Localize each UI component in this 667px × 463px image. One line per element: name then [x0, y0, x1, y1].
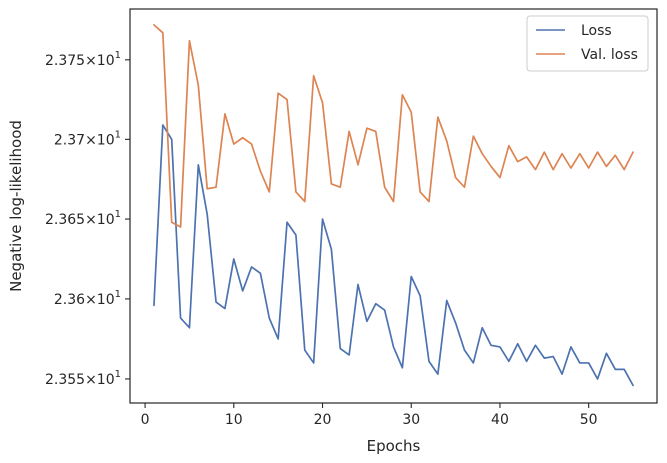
- legend-label-val-loss: Val. loss: [581, 47, 638, 63]
- y-tick-label: 2.36×101: [54, 289, 121, 308]
- y-tick-label: 2.365×101: [45, 209, 121, 228]
- legend: Loss Val. loss: [526, 15, 649, 72]
- series-line-val-loss: [153, 24, 634, 228]
- y-tick-label: 2.375×101: [45, 50, 121, 69]
- series-line-loss: [153, 124, 634, 387]
- y-axis-label: Negative log-likelihood: [7, 120, 25, 292]
- x-tick-label: 50: [580, 412, 598, 428]
- y-tick-label: 2.37×101: [54, 129, 121, 148]
- x-tick-label: 20: [314, 412, 332, 428]
- y-axis: 2.355×101 2.36×101 2.365×101 2.37×101 2.375×…: [45, 50, 130, 388]
- y-tick-label: 2.355×101: [45, 369, 121, 388]
- x-axis: 0 10 20 30 40 50: [141, 403, 598, 428]
- plot-frame: [129, 8, 658, 404]
- series-layer: [153, 24, 634, 387]
- x-tick-label: 10: [225, 412, 243, 428]
- legend-label-loss: Loss: [581, 23, 612, 39]
- x-axis-label: Epochs: [367, 437, 421, 455]
- x-tick-label: 0: [141, 412, 150, 428]
- x-tick-label: 40: [491, 412, 509, 428]
- x-tick-label: 30: [402, 412, 420, 428]
